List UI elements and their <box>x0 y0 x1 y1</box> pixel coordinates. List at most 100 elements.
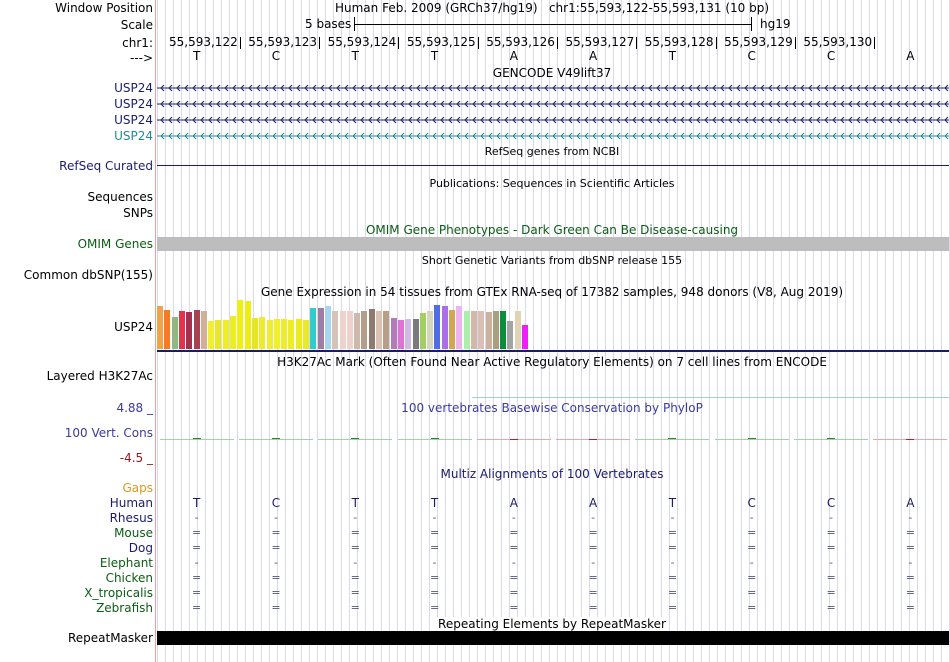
phylop-score-mark[interactable] <box>509 439 518 440</box>
alignment-base: T <box>351 496 359 510</box>
gencode-transcript-label[interactable]: USP24 <box>114 81 153 95</box>
gtex-tissue-bar[interactable] <box>332 311 339 349</box>
phylop-score-mark[interactable] <box>351 438 360 439</box>
species-label[interactable]: Zebrafish <box>96 601 153 615</box>
gtex-tissue-bar[interactable] <box>164 310 171 349</box>
gtex-tissue-bar[interactable] <box>383 311 390 349</box>
gtex-tissue-bar[interactable] <box>230 316 236 349</box>
gtex-tissue-bar[interactable] <box>222 320 229 349</box>
gtex-tissue-bar[interactable] <box>244 301 251 349</box>
gtex-tissue-bar[interactable] <box>208 321 215 349</box>
multiz-gaps-label: Gaps <box>122 481 153 495</box>
gtex-tissue-bar[interactable] <box>171 317 178 349</box>
gtex-tissue-bar[interactable] <box>427 311 434 349</box>
grid-line <box>581 0 582 662</box>
gtex-tissue-bar[interactable] <box>178 311 185 349</box>
species-label[interactable]: Elephant <box>99 556 153 570</box>
species-label[interactable]: Mouse <box>114 526 153 540</box>
publications-sequences-label[interactable]: Sequences <box>87 190 153 204</box>
refseq-track-label[interactable]: RefSeq Curated <box>59 159 153 173</box>
gtex-tissue-bar[interactable] <box>200 311 207 349</box>
gtex-tissue-bar[interactable] <box>434 305 441 349</box>
publications-snps-label[interactable]: SNPs <box>123 206 153 220</box>
phylop-score-mark[interactable] <box>430 438 439 439</box>
gtex-tissue-bar[interactable] <box>412 319 419 349</box>
gtex-tissue-bar[interactable] <box>237 300 244 349</box>
repeatmasker-bar[interactable] <box>157 631 949 645</box>
repeatmasker-track-label[interactable]: RepeatMasker <box>67 631 153 645</box>
gtex-tissue-bar[interactable] <box>303 320 309 349</box>
gencode-transcript-label[interactable]: USP24 <box>114 113 153 127</box>
gtex-tissue-bar[interactable] <box>273 319 280 349</box>
gtex-tissue-bar[interactable] <box>507 321 514 349</box>
species-label[interactable]: Dog <box>128 541 153 555</box>
gtex-tissue-bar[interactable] <box>288 320 295 349</box>
phylop-score-mark[interactable] <box>747 438 756 439</box>
refseq-gene-line[interactable] <box>157 165 949 166</box>
gencode-transcript-line[interactable] <box>157 83 949 93</box>
gtex-tissue-bar[interactable] <box>266 320 273 349</box>
gtex-tissue-bar[interactable] <box>463 311 470 349</box>
gtex-tissue-bar[interactable] <box>295 319 302 349</box>
species-label[interactable]: Human <box>109 496 153 510</box>
gtex-tissue-bar[interactable] <box>419 313 426 349</box>
omim-gene-bar[interactable] <box>157 237 949 251</box>
gtex-tissue-bar[interactable] <box>456 306 463 349</box>
gtex-track-label[interactable]: USP24 <box>114 320 153 334</box>
grid-line <box>893 0 894 662</box>
phylop-track-label[interactable]: 100 Vert. Cons <box>64 426 153 440</box>
gtex-tissue-bar[interactable] <box>449 310 455 349</box>
gtex-tissue-bar[interactable] <box>324 306 331 349</box>
gtex-tissue-bar[interactable] <box>376 311 382 349</box>
gtex-tissue-bar[interactable] <box>186 312 193 349</box>
gtex-tissue-bar[interactable] <box>361 311 368 349</box>
gtex-tissue-bar[interactable] <box>251 318 258 349</box>
gtex-tissue-bar[interactable] <box>492 311 499 349</box>
gtex-tissue-bar[interactable] <box>514 311 521 349</box>
phylop-score-mark[interactable] <box>271 438 280 439</box>
alignment-base: = <box>429 571 440 584</box>
gtex-tissue-bar[interactable] <box>193 310 200 349</box>
gtex-tissue-bar[interactable] <box>478 311 485 349</box>
gtex-tissue-bar[interactable] <box>317 308 324 349</box>
alignment-base: - <box>511 511 516 524</box>
gtex-tissue-bar[interactable] <box>390 318 397 349</box>
gencode-transcript-line[interactable] <box>157 115 949 125</box>
species-label[interactable]: Chicken <box>105 571 153 585</box>
gtex-tissue-bar[interactable] <box>281 319 288 349</box>
gtex-tissue-bar[interactable] <box>310 308 317 349</box>
gtex-tissue-bar[interactable] <box>157 306 163 349</box>
phylop-score-mark[interactable] <box>589 439 598 440</box>
gtex-tissue-bar[interactable] <box>485 312 492 349</box>
gtex-tissue-bar[interactable] <box>215 320 222 349</box>
phylop-score-mark[interactable] <box>668 438 677 439</box>
gtex-tissue-bar[interactable] <box>522 325 528 349</box>
gencode-transcript-line[interactable] <box>157 99 949 109</box>
gtex-tissue-bar[interactable] <box>346 311 353 349</box>
phylop-score-mark[interactable] <box>827 438 836 439</box>
omim-track-label[interactable]: OMIM Genes <box>77 237 153 251</box>
gtex-bar-chart[interactable] <box>157 299 557 349</box>
species-label[interactable]: X_tropicalis <box>84 586 153 600</box>
alignment-base: = <box>429 526 440 539</box>
gtex-tissue-bar[interactable] <box>339 311 346 349</box>
gencode-transcript-label[interactable]: USP24 <box>114 97 153 111</box>
gtex-tissue-bar[interactable] <box>397 320 404 349</box>
dbsnp-track-label[interactable]: Common dbSNP(155) <box>23 268 153 282</box>
phylop-score-mark[interactable] <box>906 439 915 440</box>
phylop-score-mark[interactable] <box>192 438 201 439</box>
gtex-tissue-bar[interactable] <box>259 317 266 349</box>
gencode-transcript-line[interactable] <box>157 131 949 141</box>
species-label[interactable]: Rhesus <box>109 511 153 525</box>
gtex-tissue-bar[interactable] <box>470 311 477 349</box>
gtex-tissue-bar[interactable] <box>354 313 361 349</box>
gtex-tissue-bar[interactable] <box>368 309 375 349</box>
gtex-tissue-bar[interactable] <box>500 311 507 349</box>
gtex-tissue-bar[interactable] <box>441 306 448 349</box>
gtex-tissue-bar[interactable] <box>405 319 412 349</box>
gencode-transcript-label[interactable]: USP24 <box>114 129 153 143</box>
h3k27ac-track-label[interactable]: Layered H3K27Ac <box>46 369 153 383</box>
alignment-base: = <box>271 541 281 554</box>
alignment-base: = <box>747 571 757 584</box>
